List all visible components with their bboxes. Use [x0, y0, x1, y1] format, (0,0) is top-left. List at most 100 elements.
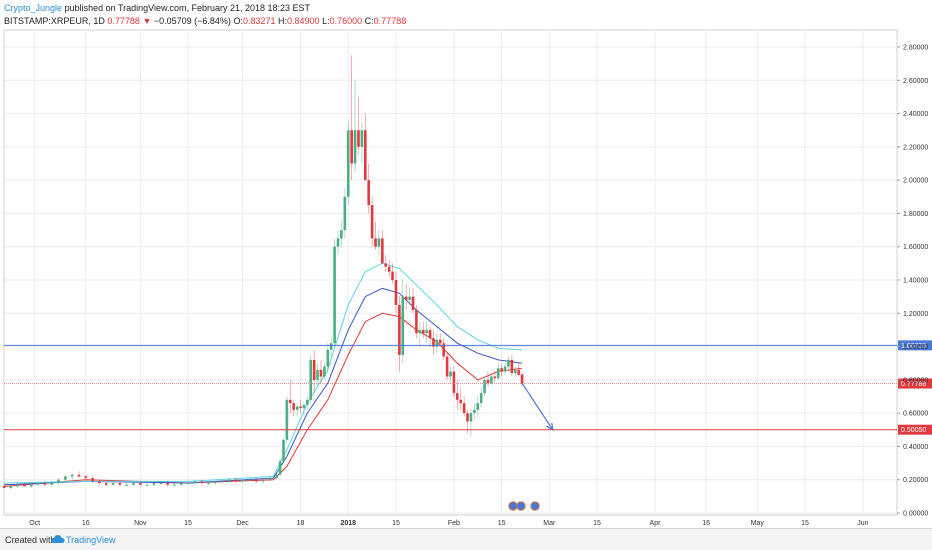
- candle-body: [292, 403, 296, 410]
- candle-body: [418, 329, 422, 334]
- candle-body: [473, 409, 476, 414]
- candle-body: [23, 484, 26, 487]
- open-label: O:: [233, 16, 243, 26]
- y-tick-label: 2.60000: [903, 78, 928, 85]
- candle-body: [394, 280, 398, 305]
- candle-body: [503, 366, 507, 372]
- candle-body: [415, 309, 418, 334]
- candle-body: [374, 238, 377, 247]
- y-tick-label: 0.00000: [903, 511, 928, 518]
- candle: [418, 321, 422, 347]
- candle-body: [387, 266, 391, 272]
- candle: [29, 483, 33, 489]
- candle-body: [404, 296, 408, 300]
- y-tick-label: 0.20000: [903, 477, 928, 484]
- candle-body: [207, 483, 210, 485]
- candle: [64, 474, 67, 482]
- candle: [387, 260, 391, 277]
- candle: [323, 363, 326, 380]
- x-tick-label: Nov: [134, 520, 147, 527]
- candle: [374, 221, 377, 251]
- y-tick-label: 0.80000: [903, 377, 928, 384]
- tradingview-brand[interactable]: TradingView: [66, 535, 116, 545]
- level-price-label-bg: [898, 340, 932, 351]
- moving-average-line: [3, 312, 523, 487]
- tradingview-cloud-icon[interactable]: [51, 533, 65, 545]
- candle: [248, 478, 251, 482]
- y-tick-label: 1.60000: [903, 244, 928, 251]
- price-axis[interactable]: 0.00000 0.20000 0.40000 0.60000 0.80000 1.000…: [897, 45, 928, 518]
- plot-frame: [3, 29, 898, 516]
- candle-body: [214, 481, 217, 484]
- candle-body: [132, 483, 135, 485]
- candle-body: [346, 130, 350, 197]
- candle: [428, 326, 432, 347]
- candle: [220, 479, 224, 484]
- candle-body: [479, 393, 483, 404]
- candle-body: [363, 130, 367, 181]
- event-badge-icon[interactable]: [530, 501, 540, 511]
- candle-body: [381, 238, 384, 264]
- y-tick-label: 1.80000: [903, 211, 928, 218]
- candle-body: [159, 483, 163, 485]
- candle: [326, 343, 330, 372]
- candle: [299, 399, 302, 414]
- candle-body: [241, 479, 244, 482]
- x-tick-label: 15: [184, 520, 192, 527]
- candle: [398, 296, 401, 372]
- x-tick-label: 2018: [340, 520, 356, 527]
- time-axis[interactable]: Oct 16 Nov 15 Dec 18 2018 15 Feb 15 Mar 15 Apr 16 May 1…: [29, 520, 868, 527]
- close-label: C:: [364, 16, 374, 26]
- projection-arrow[interactable]: [521, 382, 554, 431]
- candle: [316, 363, 319, 387]
- candle-body: [234, 479, 238, 482]
- x-tick-label: 18: [297, 520, 305, 527]
- candle: [459, 388, 463, 410]
- candle-body: [16, 484, 19, 487]
- candle: [234, 478, 238, 484]
- candle-body: [179, 483, 183, 485]
- candle: [70, 473, 74, 480]
- candle: [377, 230, 381, 256]
- candle: [343, 188, 347, 239]
- candle: [282, 438, 285, 464]
- candle: [435, 333, 439, 354]
- x-tick-label: 15: [498, 520, 506, 527]
- level-price-label: 0.77788: [901, 381, 926, 388]
- candle-body: [278, 461, 282, 475]
- author-link[interactable]: Crypto_Jungle: [4, 3, 63, 13]
- event-badge-icon[interactable]: [516, 501, 526, 511]
- symbol-name[interactable]: BITSTAMP:XRPEUR, 1D: [4, 16, 105, 26]
- candle: [179, 481, 183, 487]
- candle: [23, 483, 26, 487]
- candle-body: [64, 476, 67, 480]
- candle-body: [323, 366, 326, 377]
- close-value: 0.77788: [373, 16, 407, 26]
- candle: [411, 288, 415, 314]
- candle: [507, 356, 510, 372]
- candle-body: [408, 296, 411, 300]
- candle: [285, 396, 289, 444]
- candle-body: [513, 369, 517, 374]
- event-badge-icon[interactable]: [508, 501, 518, 511]
- candle: [186, 481, 190, 485]
- projection-arrow-head[interactable]: [546, 422, 554, 431]
- x-tick-label: 16: [702, 520, 710, 527]
- candle-body: [285, 399, 289, 440]
- x-tick-label: 15: [392, 520, 400, 527]
- candle: [254, 478, 258, 484]
- candle: [363, 113, 367, 181]
- event-badges[interactable]: [508, 501, 540, 511]
- candle: [84, 474, 88, 480]
- horizontal-levels[interactable]: 1.00729 0.77788 0.50050: [4, 340, 932, 435]
- x-tick-label: Apr: [650, 520, 662, 527]
- candle-body: [261, 479, 265, 482]
- candle-body: [200, 481, 203, 484]
- candle: [241, 479, 244, 484]
- candle: [57, 478, 60, 485]
- projection-arrow-line[interactable]: [521, 382, 554, 431]
- candle: [503, 363, 507, 375]
- x-tick-label: 15: [593, 520, 601, 527]
- candle-body: [377, 238, 381, 247]
